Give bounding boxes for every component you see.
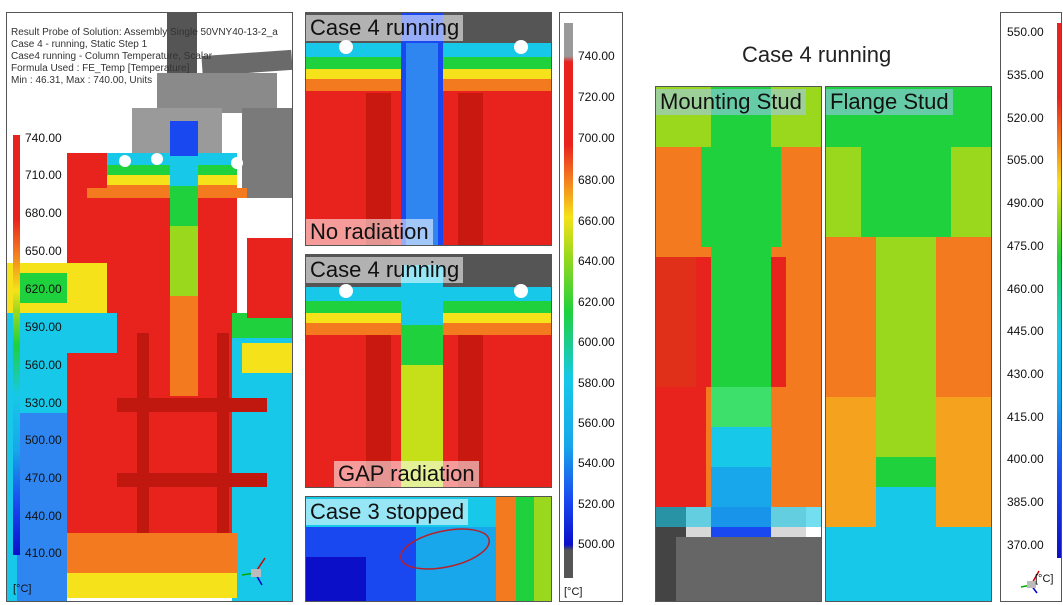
left-colorbar-label: 590.00 bbox=[25, 320, 62, 334]
middle-colorbar-label: 640.00 bbox=[578, 254, 615, 268]
mounting-stud-panel: Mounting Stud bbox=[655, 86, 822, 602]
left-colorbar-label: 650.00 bbox=[25, 244, 62, 258]
right-colorbar-label: 415.00 bbox=[1007, 410, 1044, 424]
middle-colorbar-label: 520.00 bbox=[578, 497, 615, 511]
middle-middle-render bbox=[306, 255, 551, 487]
axis-triad-icon bbox=[1020, 570, 1040, 594]
left-colorbar-label: 620.00 bbox=[25, 282, 62, 296]
middle-top-render bbox=[306, 13, 551, 245]
left-colorbar-label: 500.00 bbox=[25, 433, 62, 447]
info-line: Case 4 - running, Static Step 1 bbox=[11, 39, 148, 50]
right-colorbar-label: 430.00 bbox=[1007, 367, 1044, 381]
left-colorbar-label: 440.00 bbox=[25, 509, 62, 523]
middle-colorbar-label: 580.00 bbox=[578, 376, 615, 390]
right-section-title: Case 4 running bbox=[742, 42, 892, 67]
left-colorbar-label: 560.00 bbox=[25, 358, 62, 372]
middle-bottom-panel: Case 3 stopped bbox=[305, 496, 552, 602]
middle-middle-panel: Case 4 running GAP radiation bbox=[305, 254, 552, 488]
right-colorbar-label: 520.00 bbox=[1007, 111, 1044, 125]
flange-stud-panel: Flange Stud bbox=[825, 86, 992, 602]
middle-colorbar-label: 660.00 bbox=[578, 214, 615, 228]
info-line: Formula Used : FE_Temp [Temperature] bbox=[11, 63, 190, 74]
panel-title: Case 3 stopped bbox=[306, 499, 469, 525]
axis-triad-icon bbox=[241, 557, 266, 586]
left-model-render bbox=[7, 13, 292, 601]
right-colorbar-label: 505.00 bbox=[1007, 153, 1044, 167]
panel-title: Case 4 running bbox=[306, 257, 464, 283]
info-line: Case4 running - Column Temperature, Scal… bbox=[11, 51, 213, 62]
right-unit-label: [°C] bbox=[1035, 573, 1054, 585]
left-colorbar bbox=[13, 135, 20, 555]
middle-unit-label: [°C] bbox=[564, 586, 583, 598]
middle-colorbar-label: 740.00 bbox=[578, 49, 615, 63]
middle-top-panel: Case 4 running No radiation bbox=[305, 12, 552, 246]
right-colorbar bbox=[1057, 23, 1061, 558]
left-colorbar-label: 740.00 bbox=[25, 131, 62, 145]
middle-colorbar-label: 600.00 bbox=[578, 335, 615, 349]
left-result-panel: Result Probe of Solution: Assembly Singl… bbox=[6, 12, 293, 602]
left-colorbar-label: 680.00 bbox=[25, 206, 62, 220]
mounting-stud-label: Mounting Stud bbox=[656, 89, 806, 115]
middle-colorbar-label: 540.00 bbox=[578, 456, 615, 470]
middle-colorbar-label: 620.00 bbox=[578, 295, 615, 309]
panel-subtitle: No radiation bbox=[306, 219, 433, 245]
panel-title: Case 4 running bbox=[306, 15, 464, 41]
right-colorbar-label: 535.00 bbox=[1007, 68, 1044, 82]
middle-colorbar-label: 700.00 bbox=[578, 131, 615, 145]
middle-colorbar bbox=[564, 23, 573, 578]
mounting-stud-render bbox=[656, 87, 821, 601]
flange-stud-label: Flange Stud bbox=[826, 89, 953, 115]
right-colorbar-label: 400.00 bbox=[1007, 452, 1044, 466]
middle-colorbar-panel: 740.00 720.00 700.00 680.00 660.00 640.0… bbox=[559, 12, 623, 602]
middle-colorbar-label: 560.00 bbox=[578, 416, 615, 430]
left-unit-label: [°C] bbox=[13, 583, 32, 595]
panel-subtitle: GAP radiation bbox=[334, 461, 479, 487]
highlight-ellipse bbox=[400, 528, 490, 570]
left-colorbar-label: 530.00 bbox=[25, 396, 62, 410]
info-line: Min : 46.31, Max : 740.00, Units bbox=[11, 75, 153, 86]
right-colorbar-label: 550.00 bbox=[1007, 25, 1044, 39]
right-colorbar-label: 460.00 bbox=[1007, 282, 1044, 296]
left-colorbar-label: 710.00 bbox=[25, 168, 62, 182]
middle-colorbar-label: 500.00 bbox=[578, 537, 615, 551]
right-colorbar-label: 445.00 bbox=[1007, 324, 1044, 338]
result-info-block: Result Probe of Solution: Assembly Singl… bbox=[11, 27, 278, 87]
right-colorbar-label: 475.00 bbox=[1007, 239, 1044, 253]
right-colorbar-label: 370.00 bbox=[1007, 538, 1044, 552]
middle-colorbar-label: 680.00 bbox=[578, 173, 615, 187]
right-colorbar-panel: 550.00 535.00 520.00 505.00 490.00 475.0… bbox=[1000, 12, 1062, 602]
info-line: Result Probe of Solution: Assembly Singl… bbox=[11, 27, 278, 38]
flange-stud-render bbox=[826, 87, 991, 601]
right-colorbar-label: 490.00 bbox=[1007, 196, 1044, 210]
middle-colorbar-label: 720.00 bbox=[578, 90, 615, 104]
right-colorbar-label: 385.00 bbox=[1007, 495, 1044, 509]
left-colorbar-label: 470.00 bbox=[25, 471, 62, 485]
left-colorbar-label: 410.00 bbox=[25, 546, 62, 560]
